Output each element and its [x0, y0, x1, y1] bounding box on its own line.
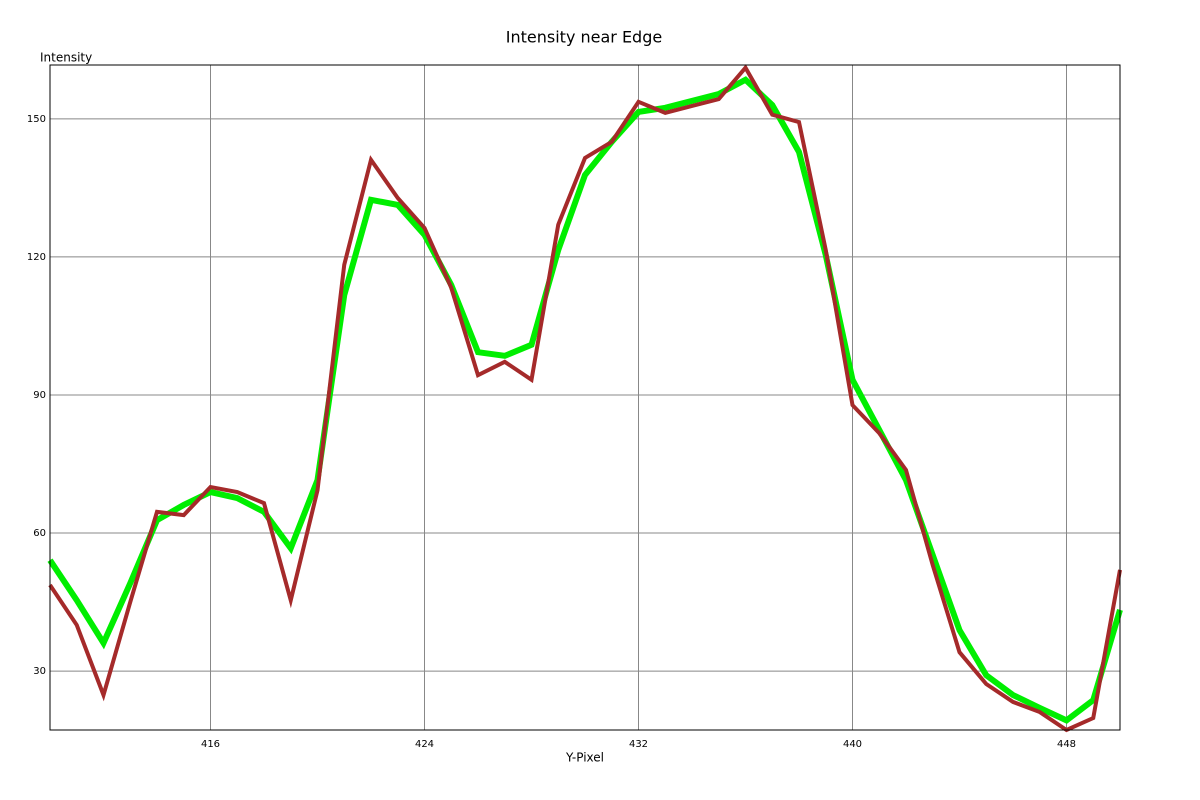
x-tick-label: 448: [1057, 739, 1076, 750]
y-axis-label: Intensity: [40, 51, 92, 65]
y-tick-label: 150: [27, 114, 46, 125]
plot-frame: [49, 64, 1121, 731]
y-tick-label: 120: [27, 252, 46, 263]
x-tick-label: 416: [201, 739, 220, 750]
series-line: [48, 64, 1122, 733]
x-axis-label: Y-Pixel: [565, 751, 604, 765]
x-tick-label: 424: [415, 739, 434, 750]
y-tick-label: 60: [33, 528, 46, 539]
series-line: [47, 76, 1123, 724]
grid: [50, 65, 1120, 730]
y-tick-label: 30: [33, 666, 46, 677]
lines: [47, 64, 1123, 733]
x-tick-label: 440: [843, 739, 862, 750]
chart-title: Intensity near Edge: [506, 28, 662, 47]
y-tick-label: 90: [33, 390, 46, 401]
x-tick-label: 432: [629, 739, 648, 750]
